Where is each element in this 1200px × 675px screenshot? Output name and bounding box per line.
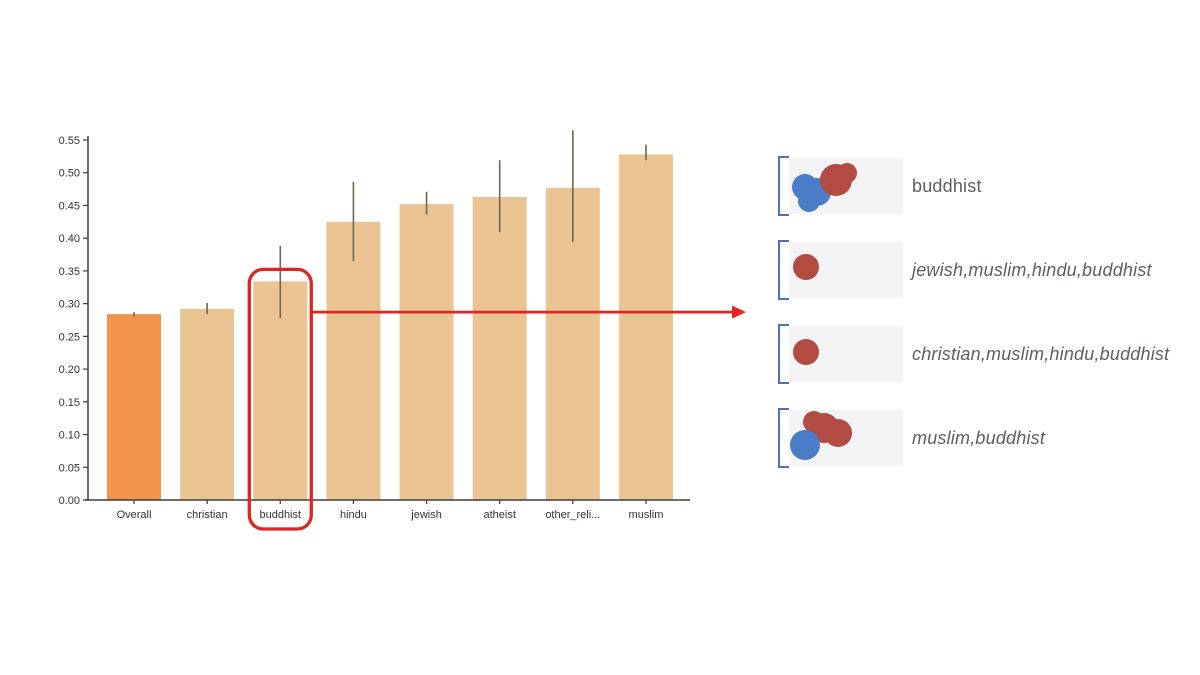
x-tick-label: other_reli... [545,509,600,521]
highlight-box [247,267,313,531]
bar-atheist [472,196,527,501]
x-tick-label: atheist [483,509,515,521]
x-tick-label: hindu [340,509,367,521]
bar-christian [180,308,235,500]
bracket-icon [778,156,789,216]
y-tick-label: 0.35 [59,266,80,278]
y-tick-label: 0.20 [59,364,80,376]
y-tick-label: 0.10 [59,430,80,442]
y-tick-label: 0.55 [59,135,80,147]
x-tick-label: Overall [117,509,152,521]
x-tick-label: muslim [629,509,664,521]
bracket-icon [778,408,789,468]
bar-chart: Overall christian buddhist hindu jewish athei… [59,130,746,531]
cluster-label: buddhist [912,175,982,196]
bar-hindu [326,221,381,500]
red-cluster-dot-icon [793,254,819,280]
red-cluster-dot-icon [793,339,819,365]
y-tick-label: 0.25 [59,331,80,343]
bracket-icon [778,324,789,384]
y-tick-label: 0.45 [59,200,80,212]
y-tick-label: 0.00 [59,495,80,507]
legend-row: buddhist [778,156,1169,216]
cluster-label: jewish,muslim,hindu,buddhist [912,259,1152,280]
y-tick-label: 0.15 [59,397,80,409]
cluster-thumbnail [789,410,903,466]
cluster-legend: buddhist jewish,muslim,hindu,buddhist ch… [778,156,1170,493]
bar-Overall [107,314,161,500]
legend-row: christian,muslim,hindu,buddhist [778,324,1170,384]
cluster-label: muslim,buddhist [912,427,1046,448]
cluster-thumbnail [789,158,903,214]
legend-row: muslim,buddhist [778,408,1169,468]
bracket-icon [778,240,789,300]
x-tick-label: buddhist [259,509,301,521]
cluster-thumbnail [789,326,903,382]
x-tick-label: christian [187,509,228,521]
annotation-arrowhead-icon [732,305,746,319]
y-tick-label: 0.50 [59,168,80,180]
bar-jewish [399,204,454,501]
red-cluster-dot-icon [824,419,852,447]
legend-row: jewish,muslim,hindu,buddhist [778,240,1169,300]
blue-cluster-dot-icon [790,430,820,460]
cluster-thumbnail [789,242,903,298]
y-tick-label: 0.30 [59,299,80,311]
blue-cluster-dot-icon [798,190,820,212]
x-tick-label: jewish [410,509,442,521]
bar-muslim [618,154,673,500]
cluster-label: christian,muslim,hindu,buddhist [912,343,1170,364]
y-tick-label: 0.40 [59,233,80,245]
y-tick-label: 0.05 [59,462,80,474]
red-cluster-dot-icon [837,163,857,183]
